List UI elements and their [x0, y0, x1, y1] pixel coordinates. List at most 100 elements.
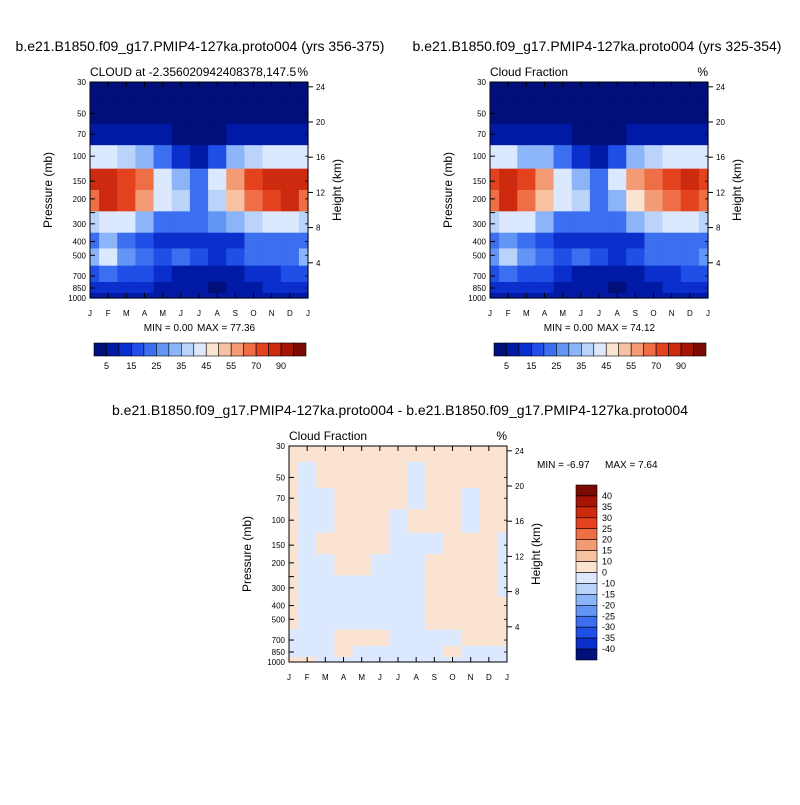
panel-subtitle: Cloud Fraction [490, 65, 568, 79]
heatmap-cell [680, 211, 700, 234]
heatmap-cell [171, 145, 191, 170]
x-tick-label: J [306, 309, 310, 318]
heatmap-cell [99, 97, 118, 125]
heatmap-cell [517, 265, 537, 283]
colorbar-swatch [168, 342, 182, 357]
heatmap-cell [425, 509, 445, 534]
colorbar-label: 90 [676, 361, 686, 371]
y-tick-label: 400 [73, 238, 87, 247]
heatmap-cell [280, 123, 300, 146]
heatmap-cell [553, 190, 573, 212]
heatmap-cell [298, 646, 317, 658]
heatmap-cell [226, 123, 246, 146]
heatmap-cell [698, 282, 709, 294]
heatmap-cell [153, 123, 173, 146]
colorbar-label: -10 [602, 578, 615, 588]
x-tick-label: A [413, 673, 419, 682]
heatmap-cell [608, 265, 627, 283]
heatmap-cell [171, 282, 191, 294]
heatmap-cell [208, 97, 227, 125]
heatmap-cell [171, 265, 191, 283]
colorbar-swatch [575, 539, 598, 551]
heatmap-cell [497, 596, 508, 614]
heatmap-cell [497, 461, 508, 489]
colorbar-swatch [580, 342, 595, 357]
colorbar-swatch [518, 342, 532, 357]
heatmap-cell [698, 248, 709, 267]
heatmap-cell [443, 612, 463, 631]
heatmap-cell [289, 509, 299, 534]
heatmap-cell [517, 232, 537, 250]
colorbar-swatch [493, 342, 507, 357]
heatmap-cell [461, 575, 481, 598]
heatmap-cell [189, 282, 209, 294]
y-tick-label: 500 [473, 251, 487, 260]
heatmap-cell [244, 248, 264, 267]
heatmap-cell [571, 248, 591, 267]
colorbar-swatch [556, 342, 570, 357]
heatmap-cell [298, 446, 317, 463]
colorbar-swatch [118, 342, 132, 357]
heatmap-cell [490, 190, 500, 212]
heatmap-cell [298, 123, 309, 146]
heatmap-cell [370, 461, 390, 489]
heatmap-cell [298, 629, 317, 647]
heatmap-cell [370, 612, 390, 631]
x-tick-label: M [159, 309, 166, 318]
heatmap-cell [626, 123, 646, 146]
heatmap-cell [208, 168, 227, 191]
heatmap-cell [352, 446, 372, 463]
heatmap-cell [153, 248, 173, 267]
colorbar-swatch [575, 506, 598, 519]
heatmap-cell [662, 97, 682, 125]
heatmap-cell [370, 596, 390, 614]
heatmap-cell [644, 82, 664, 99]
x-tick-label: M [559, 309, 566, 318]
x-tick-label: N [468, 673, 474, 682]
height-tick-label: 4 [515, 623, 520, 632]
height-tick-label: 12 [316, 188, 325, 197]
heatmap-cell [316, 612, 336, 631]
colorbar-swatch [593, 342, 607, 357]
heatmap-cell [262, 211, 282, 234]
heatmap-cell [626, 97, 646, 125]
heatmap-cell [298, 82, 309, 99]
heatmap-cell [135, 168, 155, 191]
x-tick-label: A [542, 309, 548, 318]
heatmap-cell [298, 265, 309, 283]
heatmap-cell [189, 265, 209, 283]
heatmap-cell [490, 265, 500, 283]
heatmap-cell [662, 123, 682, 146]
heatmap-cell [244, 145, 264, 170]
colorbar-label: 45 [601, 361, 611, 371]
heatmap-cell [135, 211, 155, 234]
heatmap-cell [499, 232, 518, 250]
heatmap-cell [117, 145, 137, 170]
heatmap-cell [117, 211, 137, 234]
panel-subtitle: Cloud Fraction [289, 429, 367, 443]
heatmap-cell [370, 532, 390, 555]
heatmap-cell [589, 123, 609, 146]
colorbar-label: 0 [602, 568, 607, 578]
heatmap-cell [499, 97, 518, 125]
colorbar-swatch [506, 342, 520, 357]
colorbar-swatch [255, 342, 269, 357]
colorbar-label: 15 [602, 546, 612, 556]
heatmap-cell [208, 82, 227, 99]
heatmap-cell [135, 232, 155, 250]
heatmap-cell [280, 232, 300, 250]
heatmap-cell [571, 282, 591, 294]
height-tick-label: 16 [316, 153, 325, 162]
heatmap-cell [535, 97, 555, 125]
heatmap-cell [571, 97, 591, 125]
colorbar-label: 15 [526, 361, 536, 371]
heatmap-cell [153, 282, 173, 294]
heatmap-cell [517, 211, 537, 234]
heatmap-cell [117, 123, 137, 146]
y-tick-label: 850 [473, 284, 487, 293]
heatmap-cell [298, 145, 309, 170]
heatmap-cell [535, 248, 555, 267]
heatmap-cell [608, 211, 627, 234]
y-axis-label-right: Height (km) [529, 523, 543, 585]
